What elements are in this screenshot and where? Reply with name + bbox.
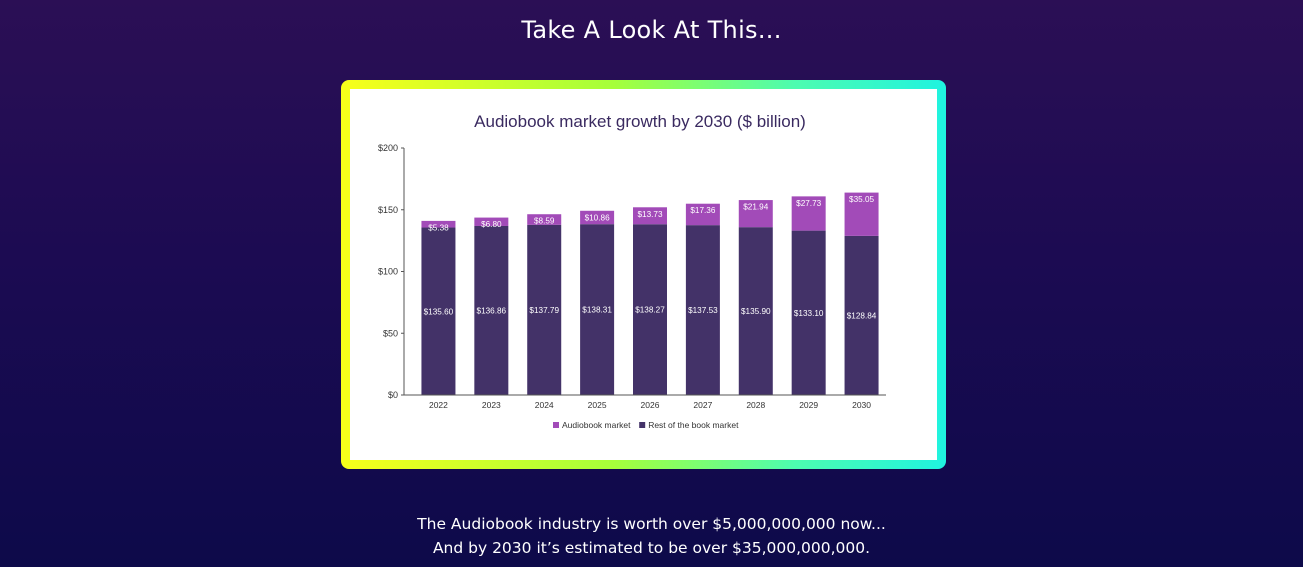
data-label: $133.10: [794, 309, 824, 318]
bar-rest-of-book-market: [738, 227, 773, 395]
chart-card: Audiobook market growth by 2030 ($ billi…: [350, 89, 937, 460]
bar-audiobook-market: [844, 192, 879, 236]
x-tick-label: 2022: [429, 400, 448, 410]
bar-audiobook-market: [633, 207, 667, 225]
bars: $135.60 $5.38 $136.86 $6.80 $137.79 $8.59 $138…: [421, 192, 879, 395]
data-label: $27.73: [796, 199, 821, 208]
data-label: $137.79: [529, 306, 559, 315]
y-axis: $0 $50 $100 $150 $200: [378, 143, 405, 400]
x-tick-label: 2023: [482, 400, 501, 410]
x-tick-label: 2024: [535, 400, 554, 410]
x-tick-label: 2030: [852, 400, 871, 410]
x-tick-label: 2027: [693, 400, 712, 410]
y-tick-label: $200: [378, 143, 398, 153]
bar-rest-of-book-market: [580, 224, 615, 395]
chart-title: Audiobook market growth by 2030 ($ billi…: [474, 112, 806, 131]
data-label: $138.31: [582, 306, 612, 315]
bar-rest-of-book-market: [791, 230, 826, 395]
y-tick-label: $150: [378, 205, 398, 215]
bar-audiobook-market: [685, 203, 720, 226]
bar-rest-of-book-market: [474, 225, 509, 395]
audiobook-market-chart: Audiobook market growth by 2030 ($ billi…: [378, 112, 886, 430]
legend-label: Audiobook market: [562, 420, 631, 430]
data-label: $5.38: [428, 223, 449, 232]
y-tick-label: $100: [378, 267, 398, 277]
y-tick-label: $50: [383, 328, 398, 338]
data-label: $17.36: [690, 206, 715, 215]
y-tick-label: $0: [388, 390, 398, 400]
legend-swatch: [639, 422, 646, 428]
bar-audiobook-market: [474, 217, 509, 226]
data-label: $128.84: [847, 311, 877, 320]
bar-rest-of-book-market: [685, 225, 720, 395]
legend-label: Rest of the book market: [648, 420, 739, 430]
caption-line-1: The Audiobook industry is worth over $5,…: [417, 515, 886, 533]
x-tick-label: 2029: [799, 400, 818, 410]
page-heading: Take A Look At This...: [521, 16, 782, 44]
x-tick-label: 2025: [588, 400, 607, 410]
x-tick-label: 2026: [641, 400, 660, 410]
bar-audiobook-market: [791, 196, 826, 231]
bar-rest-of-book-market: [633, 224, 667, 395]
data-label: $13.73: [637, 210, 662, 219]
x-axis: 2022 2023 2024 2025 2026 2027 2028 2029 2030: [404, 394, 886, 410]
data-label: $135.90: [741, 307, 771, 316]
caption-line-2: And by 2030 it’s estimated to be over $3…: [432, 539, 871, 557]
legend-swatch: [553, 422, 559, 428]
chart-frame: Audiobook market growth by 2030 ($ billi…: [341, 80, 946, 469]
bar-audiobook-market: [738, 200, 773, 228]
bar-audiobook-market: [421, 220, 456, 228]
data-label: $136.86: [477, 306, 507, 315]
bar-rest-of-book-market: [844, 235, 879, 395]
data-label: $10.86: [585, 213, 610, 222]
data-label: $21.94: [743, 203, 768, 212]
bar-rest-of-book-market: [421, 227, 456, 395]
data-label: $138.27: [635, 306, 665, 315]
data-label: $6.80: [481, 220, 502, 229]
bar-rest-of-book-market: [527, 224, 562, 395]
bar-audiobook-market: [527, 214, 562, 225]
data-label: $8.59: [534, 217, 555, 226]
data-label: $135.60: [424, 307, 454, 316]
caption: The Audiobook industry is worth over $5,…: [0, 512, 1303, 560]
data-label: $35.05: [849, 195, 874, 204]
chart-legend: Audiobook market Rest of the book market: [553, 420, 739, 430]
bar-audiobook-market: [580, 210, 615, 225]
x-tick-label: 2028: [746, 400, 765, 410]
data-label: $137.53: [688, 306, 718, 315]
